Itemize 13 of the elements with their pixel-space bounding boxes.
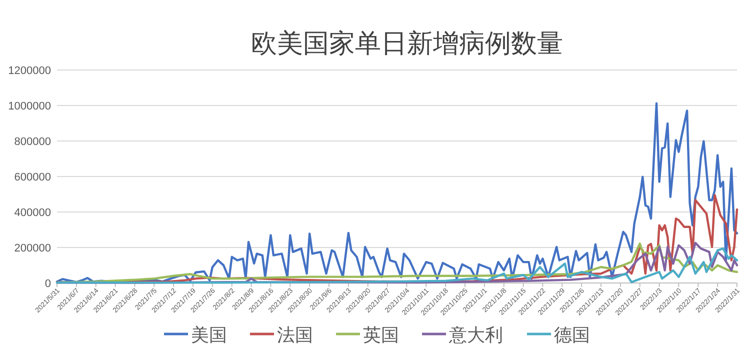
y-tick-label: 200000 <box>14 242 51 254</box>
y-tick-label: 0 <box>44 278 51 290</box>
legend-label: 德国 <box>554 325 590 345</box>
legend-label: 美国 <box>191 325 227 345</box>
y-tick-label: 1200000 <box>8 65 51 77</box>
title: 欧美国家单日新增病例数量 <box>251 29 563 58</box>
y-tick-label: 800000 <box>14 136 51 148</box>
legend-label: 法国 <box>277 325 313 345</box>
legend-label: 英国 <box>363 325 399 345</box>
y-tick-label: 600000 <box>14 172 51 184</box>
y-tick-label: 400000 <box>14 207 51 219</box>
legend-label: 意大利 <box>448 325 503 345</box>
y-tick-label: 1000000 <box>8 100 51 112</box>
